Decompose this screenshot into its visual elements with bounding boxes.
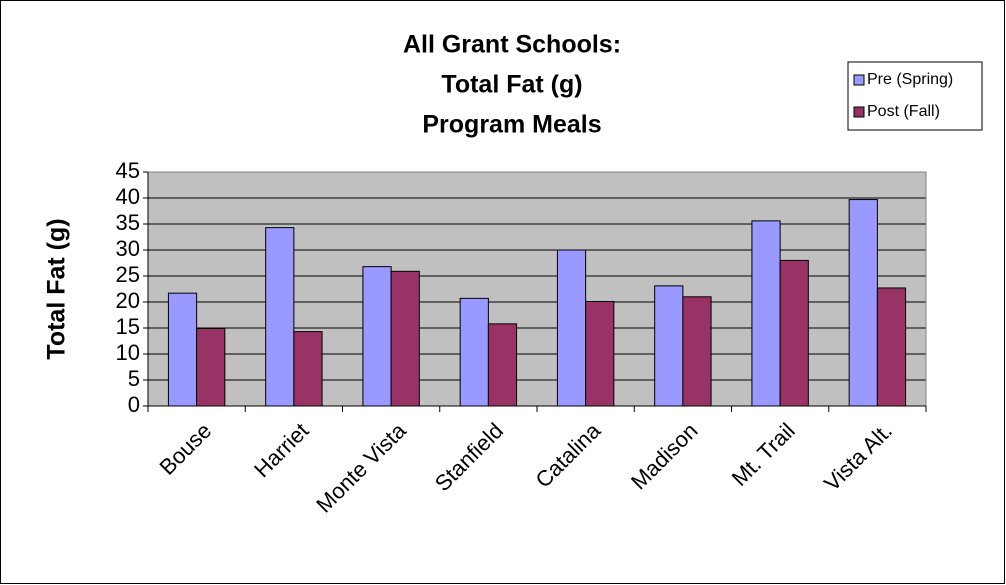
bar bbox=[487, 323, 518, 407]
legend-swatch bbox=[853, 106, 865, 118]
chart-title: Program Meals bbox=[422, 111, 601, 139]
plot-area bbox=[148, 172, 926, 406]
y-tick-label: 45 bbox=[116, 158, 140, 183]
chart-title: Total Fat (g) bbox=[441, 71, 582, 99]
y-tick-label: 30 bbox=[116, 236, 140, 261]
y-tick-label: 0 bbox=[128, 392, 140, 417]
bar bbox=[362, 266, 392, 407]
bar bbox=[751, 220, 781, 407]
bar bbox=[682, 296, 712, 407]
bar bbox=[654, 285, 684, 407]
y-tick-label: 35 bbox=[116, 210, 140, 235]
y-tick-label: 20 bbox=[116, 288, 140, 313]
legend-label: Post (Fall) bbox=[867, 103, 940, 120]
bar bbox=[293, 331, 323, 407]
bar bbox=[459, 297, 489, 407]
bar bbox=[556, 249, 587, 407]
y-tick-label: 40 bbox=[116, 184, 140, 209]
bar bbox=[779, 259, 809, 407]
legend-box bbox=[847, 61, 983, 131]
y-tick-label: 5 bbox=[128, 366, 140, 391]
legend-swatch bbox=[853, 74, 865, 86]
legend-label: Pre (Spring) bbox=[867, 71, 953, 88]
y-tick-label: 25 bbox=[116, 262, 140, 287]
y-tick-label: 10 bbox=[116, 340, 140, 365]
bar bbox=[876, 287, 907, 407]
bar bbox=[585, 300, 615, 407]
bar bbox=[265, 227, 295, 407]
y-tick-label: 15 bbox=[116, 314, 140, 339]
bar bbox=[196, 328, 226, 407]
chart-title: All Grant Schools: bbox=[403, 31, 621, 59]
bar bbox=[167, 292, 198, 407]
bar bbox=[390, 270, 420, 407]
bar bbox=[848, 199, 878, 407]
y-axis-label: Total Fat (g) bbox=[43, 218, 71, 359]
